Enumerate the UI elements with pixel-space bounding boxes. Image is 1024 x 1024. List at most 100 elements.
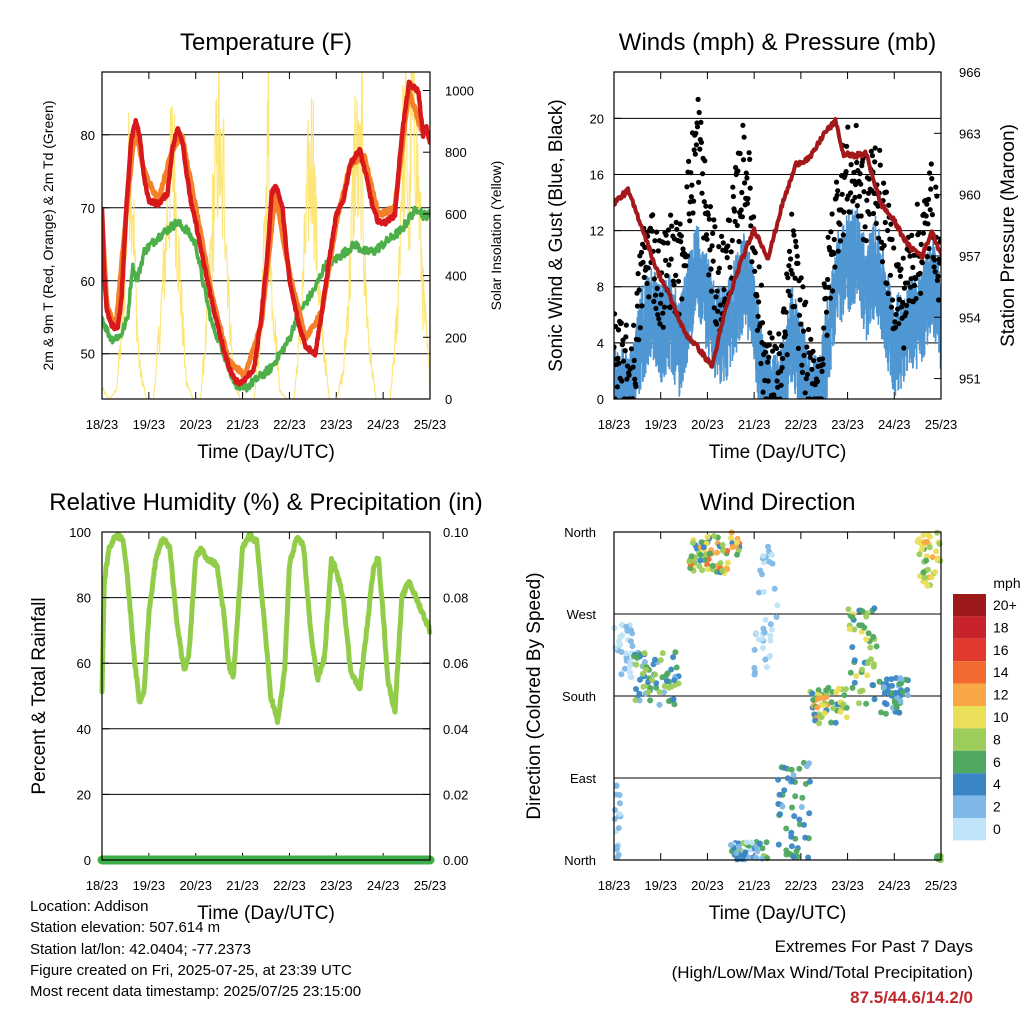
direction-point [697,552,704,558]
winds-x-tick-label: 21/23 [738,417,771,432]
direction-point [763,839,770,846]
gust-point [802,390,808,396]
direction-point [796,765,803,772]
gust-point [910,264,916,270]
gust-point [754,327,761,333]
colorbar-label: 14 [993,664,1009,680]
colorbar-swatch [953,728,986,751]
direction-point [741,851,747,858]
gust-point [869,153,876,159]
gust-point [825,276,831,283]
winds-x-tick-label: 23/23 [831,417,864,432]
gust-point [744,200,751,207]
gust-point [893,311,899,317]
gust-point [743,170,749,176]
temperature-x-tick-label: 21/23 [226,417,259,432]
gust-point [881,242,887,249]
gust-point [795,345,802,351]
direction-point [781,764,788,771]
gust-point [665,240,671,246]
gust-point [728,249,734,255]
direction-x-tick-label: 22/23 [785,878,818,893]
gust-point [790,228,797,234]
gust-point [671,282,677,288]
humidity-y-tick-label: 60 [77,656,91,671]
gust-point [661,304,668,310]
gust-point [678,239,684,245]
gust-point [703,203,709,209]
temperature-ylabel: 2m & 9m T (Red, Orange) & 2m Td (Green) [40,101,56,371]
direction-point [627,669,633,676]
gust-point [884,280,890,286]
gust-point [856,193,863,199]
direction-point [788,833,795,840]
gust-point [793,238,799,244]
direction-point [867,644,874,651]
direction-point [719,542,726,548]
gust-point [866,176,872,182]
direction-point [916,551,923,558]
winds-panel: Winds (mph) & Pressure (mb) 18/23 19/23 20/… [546,29,1019,463]
gust-point [780,355,786,362]
gust-point [877,162,883,168]
gust-point [853,181,859,188]
direction-point [720,547,726,554]
direction-point [765,543,771,550]
humidity-ylabel: Percent & Total Rainfall [29,597,50,794]
direction-point [698,539,705,546]
gust-point [704,236,710,242]
gust-point [758,282,765,288]
direction-point [898,676,905,683]
direction-point [640,683,647,690]
direction-point [670,654,677,661]
gust-point [831,251,837,257]
gust-point [756,264,762,270]
gust-point [668,256,674,262]
gust-point [832,264,838,270]
direction-point [869,682,876,688]
gust-point [713,294,719,300]
gust-point [655,312,661,318]
direction-point [771,585,778,592]
direction-point [664,670,671,677]
direction-point [724,559,731,566]
gust-point [635,271,641,277]
gust-point [691,198,697,204]
direction-point [928,574,935,581]
extremes-block: Extremes For Past 7 Days (High/Low/Max W… [672,934,973,1011]
direction-point [818,714,825,721]
temperature-y-tick-label: 80 [81,128,95,143]
gust-point [719,233,725,239]
gust-point [690,210,696,216]
direction-point [792,793,799,800]
gust-point [649,228,655,234]
gust-point [828,229,834,235]
colorbar-swatch [953,683,986,706]
gust-point [687,218,693,224]
winds-x-tick-label: 24/23 [878,417,911,432]
colorbar-swatch [953,661,986,684]
gust-point [673,272,679,278]
gust-point [929,212,936,218]
direction-point [645,689,652,696]
latlon-text: Station lat/lon: 42.0404; -77.2373 [30,940,252,958]
gust-point [684,184,690,190]
colorbar-label: 16 [993,642,1009,658]
gust-point [707,204,714,210]
direction-point [891,699,898,706]
temp-2m-line [102,79,430,387]
gust-point [740,122,746,128]
gust-point [730,184,736,190]
gust-point [831,236,837,243]
wind-y-tick-label: 20 [590,111,604,126]
direction-point [883,676,890,683]
gust-point [693,142,700,148]
gust-point [777,396,783,399]
gust-point [752,268,758,274]
direction-point [671,677,678,684]
direction-point [926,544,933,551]
direction-point [935,555,942,562]
gust-point [924,201,930,207]
gust-point [854,159,860,166]
winds-x-ticks: 18/23 19/23 20/23 21/23 22/23 23/23 24/23 25/23 [598,72,957,432]
